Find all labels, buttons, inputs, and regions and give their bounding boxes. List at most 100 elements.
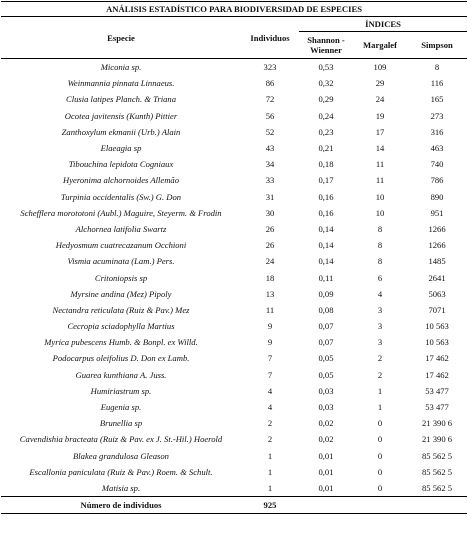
shannon: 0,05 bbox=[318, 369, 334, 380]
simpson: 786 bbox=[430, 175, 444, 186]
margalef: 0 bbox=[377, 418, 383, 429]
row: Weinmannia pinnata Linnaeus. 86 0,32 29 116 bbox=[1, 75, 467, 91]
margalef: 3 bbox=[377, 321, 383, 332]
simpson: 890 bbox=[430, 191, 444, 202]
row: Elaeagia sp 43 0,21 14 463 bbox=[1, 140, 467, 156]
row: Blakea grandulosa Gleason 1 0,01 0 85 562 5 bbox=[1, 448, 467, 464]
individuals: 18 bbox=[265, 272, 275, 283]
simpson: 53 477 bbox=[425, 402, 449, 413]
individuals: 26 bbox=[265, 223, 275, 234]
row: Cecropia sciadophylla Martius 9 0,07 3 10 56… bbox=[1, 318, 467, 334]
margalef: 3 bbox=[377, 304, 383, 315]
shannon: 0,01 bbox=[318, 450, 334, 461]
simpson: 273 bbox=[430, 110, 444, 121]
row: Brunellia sp 2 0,02 0 21 390 6 bbox=[1, 415, 467, 431]
species: Zanthoxylum ekmanii (Urb.) Alain bbox=[61, 126, 181, 137]
simpson: 7071 bbox=[428, 304, 446, 315]
species: Myrica pubescens Humb. & Bonpl. ex Willd… bbox=[44, 337, 198, 348]
shannon: 0,23 bbox=[318, 126, 334, 137]
margalef: 19 bbox=[375, 110, 385, 121]
row: Humiriastrum sp. 4 0,03 1 53 477 bbox=[1, 383, 467, 399]
shannon: 0,21 bbox=[318, 143, 334, 154]
margalef: 109 bbox=[373, 62, 387, 73]
margalef: 0 bbox=[377, 466, 383, 477]
simpson: 17 462 bbox=[425, 369, 449, 380]
individuals: 9 bbox=[267, 337, 273, 348]
simpson: 85 562 5 bbox=[421, 482, 453, 493]
shannon: 0,32 bbox=[318, 78, 334, 89]
row: Turpinia occidentalis (Sw.) G. Don 31 0,16… bbox=[1, 189, 467, 205]
row: Myrica pubescens Humb. & Bonpl. ex Willd… bbox=[1, 334, 467, 350]
species: Escallonia paniculata (Ruiz & Pav.) Roem… bbox=[29, 466, 213, 477]
simpson: 21 390 6 bbox=[421, 418, 453, 429]
row: Myrsine andina (Mez) Pipoly 13 0,09 4 5063 bbox=[1, 286, 467, 302]
margalef: 8 bbox=[377, 223, 383, 234]
individuals: 2 bbox=[267, 418, 273, 429]
species: Vismia acuminata (Lam.) Pers. bbox=[67, 256, 175, 267]
shannon: 0,14 bbox=[318, 256, 334, 267]
margalef: 17 bbox=[375, 126, 385, 137]
individuals: 52 bbox=[265, 126, 275, 137]
header: Margalef bbox=[353, 31, 407, 59]
species: Elaeagia sp bbox=[100, 143, 142, 154]
row: Podocarpus oleifolius D. Don ex Lamb. 7 0,… bbox=[1, 350, 467, 366]
simpson: 1485 bbox=[428, 256, 446, 267]
individuals: 4 bbox=[267, 402, 273, 413]
species: Schefflera morototoni (Aubl.) Maguire, S… bbox=[20, 207, 222, 218]
table-body: Miconia sp. 323 0,53 109 8 Weinmannia pinnata… bbox=[1, 59, 467, 497]
shannon: 0,29 bbox=[318, 94, 334, 105]
group-header: ÍNDICES bbox=[299, 16, 468, 32]
simpson: 85 562 5 bbox=[421, 450, 453, 461]
row: Tibouchina lepidota Cogniaux 34 0,18 11 740 bbox=[1, 156, 467, 172]
individuals: 11 bbox=[265, 304, 275, 315]
individuals: 9 bbox=[267, 321, 273, 332]
species: Eugenia sp. bbox=[100, 402, 142, 413]
shannon: 0,18 bbox=[318, 159, 334, 170]
margalef: 0 bbox=[377, 450, 383, 461]
margalef: 14 bbox=[375, 143, 385, 154]
species: Humiriastrum sp. bbox=[90, 385, 152, 396]
row: Zanthoxylum ekmanii (Urb.) Alain 52 0,23 17… bbox=[1, 124, 467, 140]
individuals: 43 bbox=[265, 143, 275, 154]
individuals: 30 bbox=[265, 207, 275, 218]
header: Simpson bbox=[407, 31, 468, 59]
individuals: 33 bbox=[265, 175, 275, 186]
biodiversity-table: ANÁLISIS ESTADÍSTICO PARA BIODIVERSIDAD … bbox=[1, 1, 468, 515]
margalef: 2 bbox=[377, 369, 383, 380]
shannon: 0,16 bbox=[318, 191, 334, 202]
row: Miconia sp. 323 0,53 109 8 bbox=[1, 59, 467, 76]
shannon: 0,08 bbox=[318, 304, 334, 315]
species: Guarea kunthiana A. Juss. bbox=[75, 369, 167, 380]
simpson: 165 bbox=[430, 94, 444, 105]
shannon: 0,11 bbox=[318, 272, 334, 283]
species: Ocotea javitensis (Kunth) Pittier bbox=[64, 110, 178, 121]
shannon: 0,01 bbox=[318, 482, 334, 493]
row: Matisia sp. 1 0,01 0 85 562 5 bbox=[1, 480, 467, 497]
row: Alchornea latifolia Swartz 26 0,14 8 1266 bbox=[1, 221, 467, 237]
species: Brunellia sp bbox=[99, 418, 143, 429]
footer-label: Número de individuos bbox=[1, 496, 241, 515]
individuals: 323 bbox=[263, 62, 277, 73]
species: Critoniopsis sp bbox=[94, 272, 148, 283]
shannon: 0,02 bbox=[318, 418, 334, 429]
individuals: 1 bbox=[267, 466, 273, 477]
shannon: 0,07 bbox=[318, 321, 334, 332]
margalef: 10 bbox=[375, 191, 385, 202]
individuals: 72 bbox=[265, 94, 275, 105]
row: Guarea kunthiana A. Juss. 7 0,05 2 17 462 bbox=[1, 367, 467, 383]
simpson: 85 562 5 bbox=[421, 466, 453, 477]
species: Turpinia occidentalis (Sw.) G. Don bbox=[60, 191, 182, 202]
row: Clusia latipes Planch. & Triana 72 0,29 24 1… bbox=[1, 91, 467, 107]
species: Nectandra reticulata (Ruiz & Pav.) Mez bbox=[52, 304, 190, 315]
simpson: 463 bbox=[430, 143, 444, 154]
margalef: 8 bbox=[377, 256, 383, 267]
individuals: 34 bbox=[265, 159, 275, 170]
row: Escallonia paniculata (Ruiz & Pav.) Roem… bbox=[1, 464, 467, 480]
row: Schefflera morototoni (Aubl.) Maguire, S… bbox=[1, 205, 467, 221]
shannon: 0,14 bbox=[318, 240, 334, 251]
simpson: 10 563 bbox=[425, 321, 449, 332]
individuals: 1 bbox=[267, 450, 273, 461]
shannon: 0,17 bbox=[318, 175, 334, 186]
header: Shannon - Wienner bbox=[299, 31, 353, 59]
